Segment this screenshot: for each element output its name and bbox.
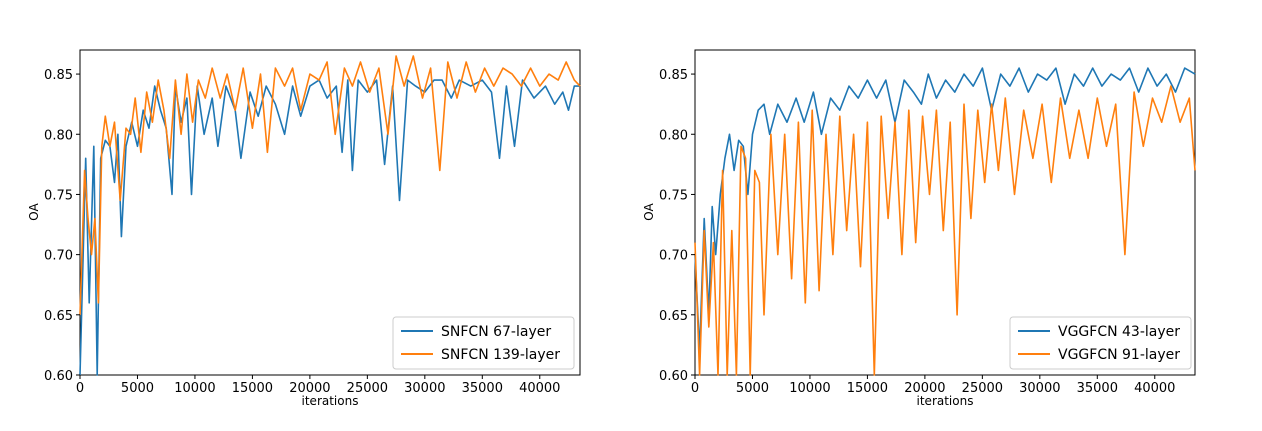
y-tick-label: 0.65: [659, 309, 688, 324]
series-line-vggfcn-91-layer: [694, 85, 1196, 376]
axis-ticks-left: 0 5000 10000 15000 20000 25000 30000 35000 40000…: [44, 68, 560, 396]
x-tick-label: 20000: [904, 381, 945, 396]
x-tick-label: 0: [691, 381, 699, 396]
axis-ticks-right: 0 5000 10000 15000 20000 25000 30000 35000 40000…: [659, 68, 1175, 396]
chart-right: 0 5000 10000 15000 20000 25000 30000 35000 40000…: [642, 49, 1196, 408]
y-axis-label-right: OA: [642, 202, 656, 220]
x-tick-label: 10000: [174, 381, 215, 396]
y-tick-label: 0.60: [659, 369, 688, 384]
series-lines-left: [79, 55, 581, 376]
x-tick-label: 40000: [1134, 381, 1175, 396]
legend-label-snfcn-67: SNFCN 67-layer: [441, 324, 551, 340]
y-tick-label: 0.70: [659, 249, 688, 264]
x-tick-label: 20000: [289, 381, 330, 396]
series-line-snfcn-139-layer: [79, 55, 581, 315]
x-axis-label-left: iterations: [302, 394, 359, 408]
x-tick-label: 0: [76, 381, 84, 396]
series-line-snfcn-67-layer: [79, 79, 580, 376]
series-lines-right: [694, 67, 1196, 376]
legend-box-left: [392, 316, 575, 370]
x-tick-label: 35000: [1077, 381, 1118, 396]
series-line-vggfcn-43-layer: [694, 67, 1196, 352]
x-tick-label: 40000: [519, 381, 560, 396]
y-axis-label-left: OA: [27, 202, 41, 220]
legend-right: VGGFCN 43-layer VGGFCN 91-layer: [1009, 316, 1192, 370]
y-tick-label: 0.80: [44, 128, 73, 143]
legend-label-vggfcn-91: VGGFCN 91-layer: [1058, 347, 1180, 363]
legend-left: SNFCN 67-layer SNFCN 139-layer: [392, 316, 575, 370]
x-axis-label-right: iterations: [917, 394, 974, 408]
y-tick-label: 0.75: [659, 188, 688, 203]
x-tick-label: 35000: [462, 381, 503, 396]
x-tick-label: 15000: [232, 381, 273, 396]
y-tick-label: 0.85: [44, 68, 73, 83]
legend-box-right: [1009, 316, 1192, 370]
legend-label-snfcn-139: SNFCN 139-layer: [441, 347, 560, 363]
x-tick-label: 5000: [121, 381, 154, 396]
y-tick-label: 0.60: [44, 369, 73, 384]
x-tick-label: 15000: [847, 381, 888, 396]
x-tick-label: 30000: [1019, 381, 1060, 396]
y-tick-label: 0.65: [44, 309, 73, 324]
y-tick-label: 0.75: [44, 188, 73, 203]
x-tick-label: 25000: [962, 381, 1003, 396]
legend-label-vggfcn-43: VGGFCN 43-layer: [1058, 324, 1180, 340]
x-tick-label: 5000: [736, 381, 769, 396]
y-tick-label: 0.70: [44, 249, 73, 264]
x-tick-label: 30000: [404, 381, 445, 396]
y-tick-label: 0.80: [659, 128, 688, 143]
x-tick-label: 10000: [789, 381, 830, 396]
chart-left: 0 5000 10000 15000 20000 25000 30000 35000 40000…: [27, 49, 581, 408]
y-tick-label: 0.85: [659, 68, 688, 83]
x-tick-label: 25000: [347, 381, 388, 396]
